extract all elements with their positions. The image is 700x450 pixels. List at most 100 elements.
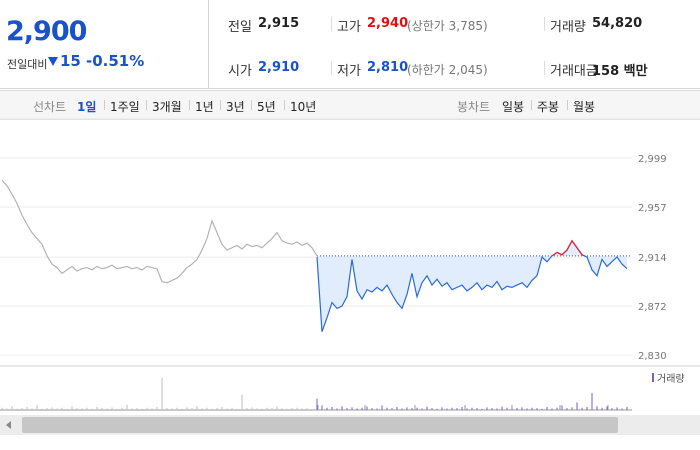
- period-tab[interactable]: 1주일: [110, 100, 140, 114]
- volume-bar: [246, 408, 248, 410]
- volume-bar: [21, 408, 23, 410]
- volume-bar: [576, 402, 578, 410]
- period-tab[interactable]: 1년: [195, 100, 214, 114]
- volume-bar: [171, 408, 173, 410]
- volume-bar: [416, 407, 418, 410]
- summary-label: 거래량: [550, 20, 586, 35]
- volume-bar: [481, 408, 483, 410]
- volume-bar: [166, 408, 168, 410]
- volume-bar: [311, 408, 313, 410]
- volume-bar: [551, 408, 553, 410]
- volume-bar: [41, 408, 43, 410]
- change-percent: -0.51%: [86, 52, 145, 70]
- volume-bar: [566, 408, 568, 410]
- separator: [544, 17, 545, 31]
- y-tick-label: 2,957: [638, 203, 667, 214]
- volume-bar: [511, 408, 513, 410]
- volume-bar: [176, 407, 178, 410]
- volume-bar: [26, 406, 28, 410]
- volume-bar: [286, 408, 288, 410]
- period-tab[interactable]: 5년: [257, 100, 276, 114]
- volume-bar: [11, 406, 13, 410]
- volume-bar: [261, 408, 263, 410]
- volume-bar: [421, 408, 423, 410]
- candle-tab[interactable]: 주봉: [537, 100, 560, 114]
- volume-bar: [16, 408, 18, 410]
- separator: [331, 17, 332, 31]
- volume-bar: [526, 408, 528, 410]
- volume-bar: [626, 406, 628, 410]
- volume-bar: [591, 392, 593, 410]
- scrollbar-thumb[interactable]: [22, 417, 618, 433]
- summary-label: 시가: [228, 64, 252, 79]
- volume-bar: [386, 407, 388, 410]
- volume-bar: [201, 408, 203, 410]
- volume-bar: [556, 407, 558, 410]
- volume-bar: [491, 408, 493, 410]
- volume-bar: [51, 407, 53, 410]
- volume-bar: [406, 407, 408, 410]
- volume-bar: [206, 407, 208, 410]
- volume-bar: [216, 408, 218, 410]
- volume-bar: [466, 408, 468, 410]
- volume-bar: [316, 398, 318, 410]
- volume-bar: [276, 406, 278, 410]
- volume-bar: [31, 408, 33, 410]
- volume-bar: [496, 408, 498, 410]
- change-label: 전일대비: [7, 58, 48, 71]
- volume-bar: [426, 406, 428, 410]
- volume-bar: [231, 407, 233, 410]
- volume-bar: [441, 407, 443, 410]
- volume-bar: [61, 407, 63, 410]
- separator: [251, 100, 252, 110]
- volume-bar: [381, 405, 383, 410]
- volume-bar: [91, 408, 93, 410]
- volume-bar: [136, 408, 138, 410]
- volume-bar: [6, 408, 8, 410]
- current-price: 2,900: [6, 16, 87, 47]
- time-ticks: [317, 405, 609, 410]
- volume-bar: [281, 408, 283, 410]
- summary-label: 전일: [228, 20, 252, 35]
- volume-bar: [376, 408, 378, 410]
- volume-bar: [606, 406, 608, 410]
- period-tab[interactable]: 1일: [77, 100, 97, 114]
- volume-bar: [131, 408, 133, 410]
- volume-bar: [486, 407, 488, 410]
- separator: [544, 61, 545, 75]
- period-tab[interactable]: 3년: [226, 100, 245, 114]
- volume-bar: [291, 408, 293, 410]
- volume-bar: [451, 407, 453, 410]
- volume-bar: [531, 407, 533, 410]
- candle-tab[interactable]: 일봉: [502, 100, 525, 114]
- change-amount: 15: [60, 52, 81, 70]
- volume-bar: [356, 408, 358, 410]
- tab-group-label: 선차트: [33, 100, 67, 114]
- volume-bar: [191, 408, 193, 410]
- y-tick-label: 2,999: [638, 154, 667, 165]
- summary-value: 54,820: [592, 16, 643, 31]
- volume-bar: [436, 408, 438, 410]
- volume-bar: [571, 407, 573, 410]
- volume-bar: [561, 405, 563, 410]
- volume-bar: [76, 408, 78, 410]
- separator: [104, 100, 105, 110]
- area-fill: [317, 240, 627, 332]
- scroll-left-arrow[interactable]: [6, 421, 11, 429]
- separator: [531, 100, 532, 110]
- volume-bar: [516, 408, 518, 410]
- separator: [220, 100, 221, 110]
- period-tab[interactable]: 10년: [290, 100, 317, 114]
- volume-bar: [66, 408, 68, 410]
- summary-label: 거래대금: [550, 64, 598, 79]
- volume-bar: [371, 408, 373, 410]
- period-tab[interactable]: 3개월: [152, 100, 182, 114]
- volume-bar: [256, 408, 258, 410]
- volume-bar: [586, 406, 588, 410]
- volume-bar: [156, 406, 158, 410]
- summary-label: 고가: [337, 20, 361, 35]
- volume-bar: [351, 407, 353, 410]
- volume-bar: [271, 408, 273, 410]
- candle-tab[interactable]: 월봉: [573, 100, 596, 114]
- volume-bar: [401, 408, 403, 410]
